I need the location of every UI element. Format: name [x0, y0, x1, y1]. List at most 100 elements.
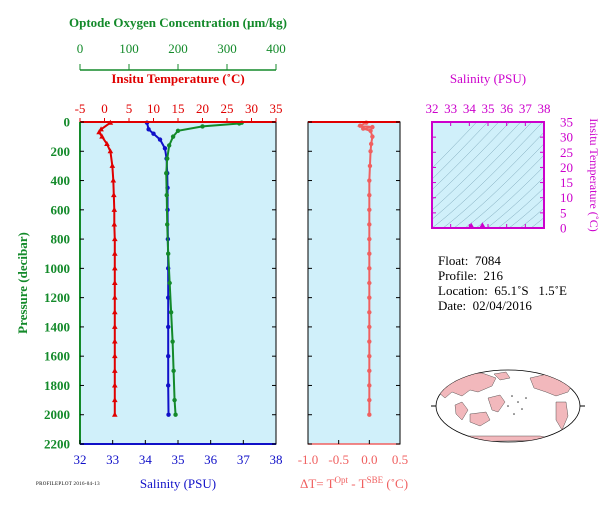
- oxygen-point: [170, 134, 176, 139]
- salinity-tick-label: 33: [106, 452, 119, 467]
- delta-t-point: [367, 353, 372, 359]
- temperature-point: [111, 397, 118, 403]
- delta-t-point: [367, 192, 372, 198]
- temperature-tick-label: 35: [270, 101, 283, 116]
- ts-salinity-tick-label: 35: [482, 101, 495, 116]
- temperature-point: [111, 367, 118, 373]
- ts-temperature-tick-label: 5: [560, 205, 567, 220]
- temperature-point: [111, 206, 118, 212]
- oxygen-tick-label: 0: [77, 41, 84, 56]
- temperature-point: [111, 411, 118, 417]
- pressure-tick-label: 1400: [44, 319, 70, 334]
- delta-t-point: [367, 324, 372, 330]
- density-contour: [442, 131, 544, 228]
- delta-t-tick-label: -0.5: [328, 452, 349, 467]
- density-contour: [464, 154, 544, 228]
- ts-salinity-tick-label: 33: [444, 101, 457, 116]
- delta-t-tick-label: 0.5: [392, 452, 408, 467]
- delta-t-point: [367, 266, 372, 271]
- oxygen-tick-label: 400: [266, 41, 286, 56]
- delta-t-tick-label: -1.0: [298, 452, 319, 467]
- temperature-tick-label: 10: [147, 101, 160, 116]
- density-contour: [453, 143, 544, 228]
- temperature-point: [111, 309, 118, 315]
- delta-t-point: [367, 236, 372, 242]
- density-contour: [432, 122, 499, 191]
- oxygen-tick-label: 100: [119, 41, 139, 56]
- oxygen-point: [167, 280, 172, 286]
- salinity-tick-label: 37: [237, 452, 251, 467]
- temperature-point: [111, 250, 118, 256]
- temperature-point: [109, 162, 116, 168]
- oxygen-point: [172, 397, 177, 403]
- salinity-point: [166, 295, 171, 300]
- density-contour: [508, 197, 544, 228]
- temperature-point: [96, 129, 102, 135]
- salinity-tick-label: 34: [139, 452, 153, 467]
- ts-temperature-tick-label: 35: [560, 115, 573, 130]
- oxygen-tick-label: 200: [168, 41, 188, 56]
- ts-temperature-tick-label: 10: [560, 190, 573, 205]
- profile-plot: 0200400600800100012001400160018002000220…: [15, 15, 287, 491]
- delta-t-point: [368, 128, 373, 133]
- float-id: Float: 7084: [438, 253, 501, 268]
- density-contour: [432, 122, 510, 201]
- location: Location: 65.1˚S 1.5˚E: [438, 283, 567, 298]
- temperature-point: [98, 126, 104, 132]
- salinity-point: [166, 324, 171, 330]
- salinity-point: [157, 137, 163, 142]
- oxygen-point: [175, 128, 181, 133]
- density-contour: [432, 122, 488, 180]
- delta-t-axes: -1.0 -0.5 0.0 0.5: [298, 121, 408, 467]
- salinity-tick-label: 32: [74, 452, 87, 467]
- pressure-tick-label: 800: [51, 232, 71, 247]
- delta-t-plot: -1.0 -0.5 0.0 0.5 ΔT= TOpt - TSBE (˚C): [298, 120, 408, 491]
- delta-t-point: [367, 412, 372, 417]
- delta-t-point: [367, 383, 372, 388]
- pressure-tick-label: 1600: [44, 349, 70, 364]
- pressure-tick-label: 1800: [44, 378, 70, 393]
- ts-temperature-axis-title: Insitu Temperature (˚C): [587, 118, 601, 232]
- salinity-point: [146, 127, 151, 132]
- oxygen-point: [164, 171, 169, 176]
- salinity-tick-label: 36: [204, 452, 218, 467]
- oxygen-point: [165, 156, 170, 161]
- ts-salinity-tick-label: 37: [519, 101, 533, 116]
- oxygen-point: [166, 143, 172, 148]
- oxygen-tick-label: 300: [217, 41, 237, 56]
- delta-t-point: [357, 123, 363, 128]
- ts-salinity-tick-label: 34: [463, 101, 477, 116]
- temperature-tick-label: 30: [245, 101, 258, 116]
- salinity-tick-label: 35: [172, 452, 185, 467]
- density-contour: [530, 217, 544, 228]
- delta-t-point: [367, 251, 372, 256]
- date: Date: 02/04/2016: [438, 298, 532, 313]
- density-contour: [432, 122, 521, 211]
- delta-t-point: [367, 222, 372, 227]
- ts-temperature-tick-label: 0: [560, 221, 567, 236]
- pressure-tick-label: 400: [51, 173, 71, 188]
- oxygen-point: [200, 124, 205, 129]
- oxygen-point: [165, 222, 170, 227]
- density-contour: [475, 165, 544, 228]
- ts-temperature-tick-label: 30: [560, 130, 573, 145]
- salinity-point: [162, 146, 168, 151]
- delta-t-point: [370, 124, 375, 130]
- delta-t-plot-background: [308, 122, 400, 444]
- density-contour: [432, 122, 543, 228]
- temperature-point: [107, 148, 114, 154]
- ts-temperature-tick-label: 20: [560, 160, 573, 175]
- temperature-tick-label: 25: [221, 101, 234, 116]
- temperature-tick-label: 0: [101, 101, 108, 116]
- temperature-point: [99, 133, 105, 139]
- temperature-tick-label: 15: [172, 101, 185, 116]
- salinity-axis-title: Salinity (PSU): [140, 476, 216, 491]
- temperature-point: [111, 192, 117, 198]
- ts-point: [479, 222, 486, 228]
- ts-temperature-tick-label: 15: [560, 175, 573, 190]
- delta-t-point: [367, 178, 372, 183]
- salinity-tick-label: 38: [270, 452, 283, 467]
- ts-diagram-background: [432, 122, 544, 228]
- ts-temperature-tick-label: 25: [560, 145, 573, 160]
- oxygen-point: [164, 192, 169, 198]
